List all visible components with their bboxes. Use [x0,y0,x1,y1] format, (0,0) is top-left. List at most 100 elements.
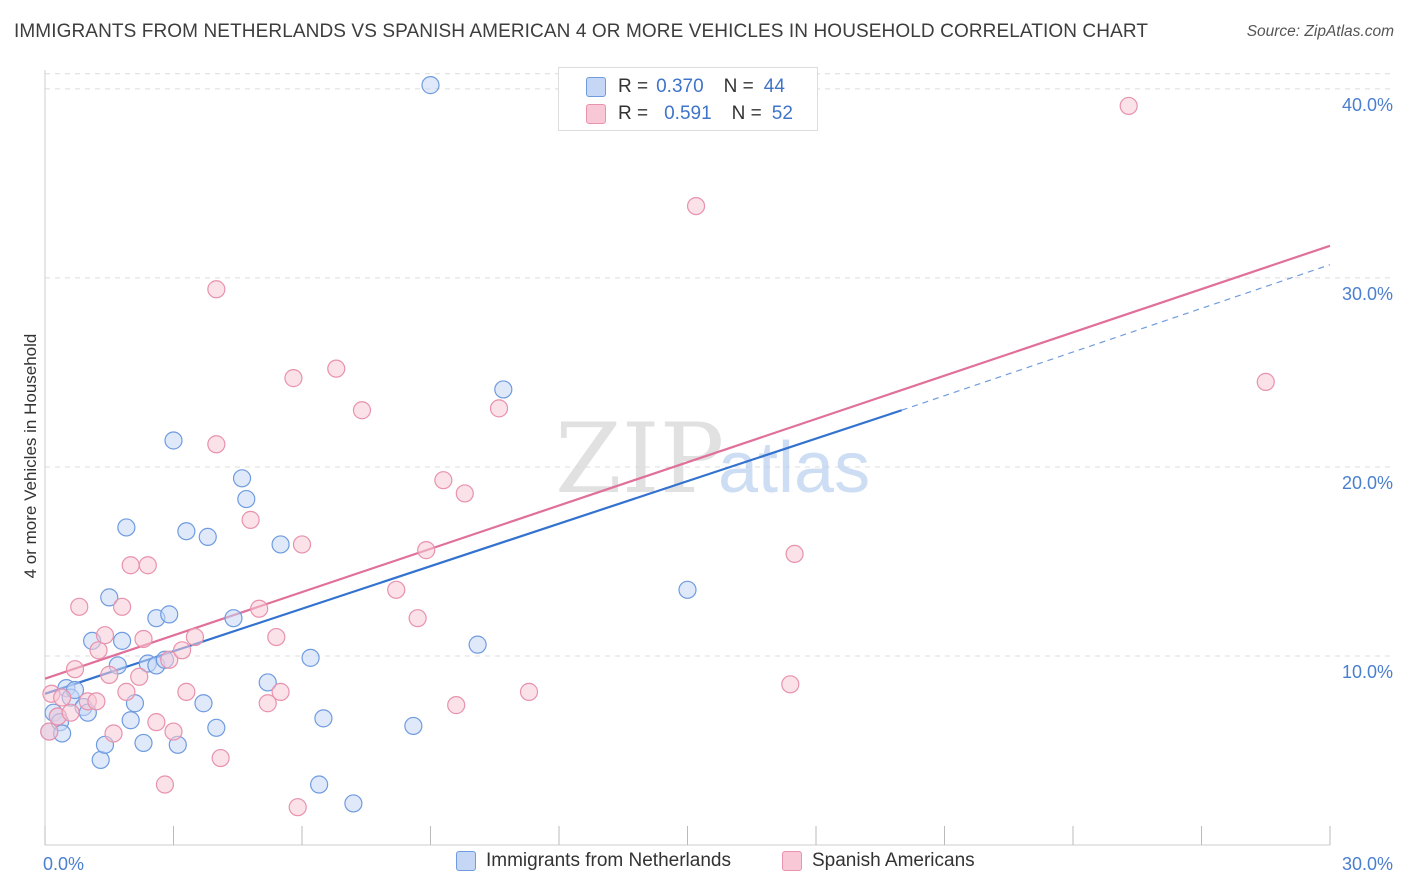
point-spanish-american [164,722,183,741]
point-netherlands [134,733,153,753]
point-spanish-american [138,556,157,575]
point-netherlands [301,648,320,667]
y-tick-label: 40.0% [1342,95,1393,115]
point-spanish-american [172,641,192,660]
y-tick-label: 10.0% [1342,662,1393,682]
point-spanish-american [489,399,509,418]
point-netherlands [160,605,179,624]
watermark-atlas: atlas [718,428,870,508]
point-netherlands [404,716,423,736]
point-spanish-american [121,556,140,575]
point-spanish-american [447,696,466,715]
point-spanish-american [207,435,226,454]
axes [44,70,1331,846]
point-netherlands [468,635,487,654]
point-spanish-american [100,665,119,684]
gridlines [45,73,1395,657]
x-tick-label: 30.0% [1342,854,1393,874]
pink-swatch [586,104,606,124]
point-spanish-american [408,609,427,628]
point-netherlands [224,609,243,628]
point-netherlands [421,76,440,95]
point-spanish-american [104,724,123,743]
r-value: 0.370 [656,76,704,97]
point-netherlands [117,518,136,537]
pink-swatch [782,851,802,871]
point-spanish-american [387,580,406,599]
point-spanish-american [95,626,115,645]
point-spanish-american [292,535,312,554]
point-spanish-american [455,484,474,503]
point-spanish-american [1256,372,1275,391]
point-spanish-american [271,682,290,701]
r-label: R = [618,76,649,97]
point-spanish-american [155,775,175,794]
point-spanish-american [288,798,307,817]
point-netherlands [271,535,290,554]
point-spanish-american [53,688,72,707]
point-spanish-american [185,627,205,647]
legend-item-spanish-americans[interactable]: Spanish Americans [782,850,975,872]
point-spanish-american [250,599,269,618]
point-spanish-american [147,713,166,732]
point-spanish-american [134,629,153,649]
point-netherlands [112,631,132,650]
stats-legend-row-pink: R = 0.591 N = 52 [559,100,793,128]
point-spanish-american [89,641,108,660]
n-value: 52 [771,103,793,124]
point-netherlands [232,469,252,488]
point-spanish-american [87,692,106,711]
blue-swatch [586,77,606,97]
point-spanish-american [434,471,453,490]
point-spanish-american [1119,96,1138,116]
n-value: 44 [763,76,785,97]
point-spanish-american [207,280,226,299]
point-netherlands [207,718,226,737]
point-netherlands [100,588,119,607]
point-spanish-american [284,369,303,388]
legend-label: Spanish Americans [812,850,975,871]
point-netherlands [164,431,183,450]
point-spanish-american [519,682,539,701]
stats-legend-row-blue: R = 0.370 N = 44 [559,73,785,101]
point-netherlands [310,775,329,794]
point-netherlands [237,489,256,509]
legend-item-netherlands[interactable]: Immigrants from Netherlands [456,850,731,872]
point-spanish-american [241,510,260,529]
point-spanish-american [117,682,136,701]
trend-line-netherlands-extension [901,264,1331,411]
tick-labels: 10.0% 20.0% 30.0% 40.0% 0.0% 30.0% [43,95,1393,874]
point-spanish-american [40,722,59,741]
r-value: 0.591 [664,103,712,124]
point-spanish-american [130,667,149,686]
point-spanish-american [112,597,132,616]
point-spanish-american [352,401,372,420]
point-spanish-american [61,703,80,722]
point-spanish-american [267,627,286,647]
point-spanish-american [781,675,800,694]
source-label: Source: ZipAtlas.com [1246,23,1394,40]
n-label: N = [731,103,762,124]
series-legend: Immigrants from Netherlands Spanish Amer… [0,850,1406,878]
point-spanish-american [65,660,85,679]
y-axis-label: 4 or more Vehicles in Household [21,334,40,579]
point-netherlands [344,794,363,813]
point-spanish-american [177,682,196,701]
chart-title: IMMIGRANTS FROM NETHERLANDS VS SPANISH A… [14,21,1149,42]
point-spanish-american [70,597,89,616]
point-netherlands [314,709,333,728]
data-points [40,76,1275,817]
legend-label: Immigrants from Netherlands [486,850,731,871]
point-netherlands [258,673,277,692]
point-spanish-american [258,694,277,713]
point-spanish-american [211,748,230,768]
y-tick-label: 30.0% [1342,284,1393,304]
point-netherlands [194,694,213,713]
point-spanish-american [417,541,436,560]
point-spanish-american [160,650,179,669]
point-netherlands [494,380,513,399]
point-netherlands [91,750,110,770]
blue-swatch [456,851,476,871]
point-spanish-american [686,196,706,216]
